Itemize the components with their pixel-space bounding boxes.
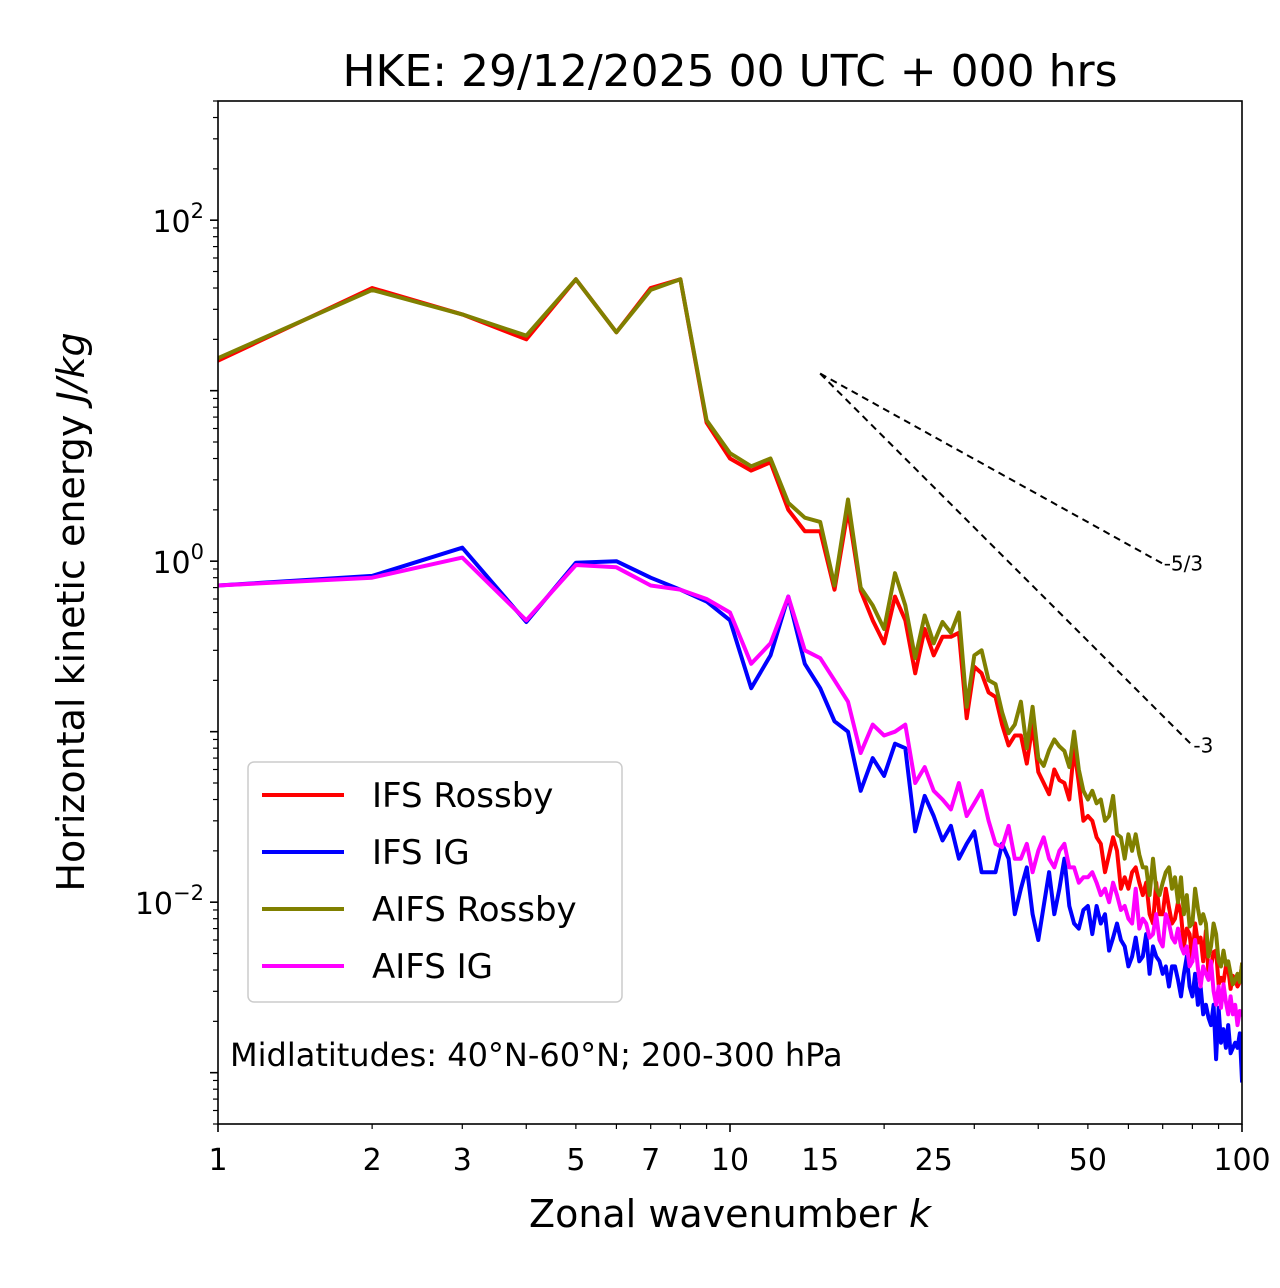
y-axis-label-unit: J/kg bbox=[49, 332, 93, 409]
legend-label: IFS Rossby bbox=[372, 776, 553, 816]
x-tick-label: 50 bbox=[1069, 1143, 1107, 1178]
y-tick-label: 10−2 bbox=[135, 881, 204, 922]
y-tick-label: 100 bbox=[152, 540, 204, 581]
plot-area: -5/3 -3 bbox=[218, 277, 1242, 1083]
legend: IFS Rossby IFS IG AIFS Rossby AIFS IG bbox=[247, 761, 623, 1003]
x-tick-label: 10 bbox=[711, 1143, 749, 1178]
reference-slopes: -5/3 -3 bbox=[819, 372, 1213, 757]
reference-slope-label: -5/3 bbox=[1164, 552, 1203, 576]
reference-slope-line bbox=[819, 372, 1164, 565]
series-line-aifs-rossby bbox=[218, 277, 1242, 987]
y-tick-label: 102 bbox=[152, 199, 204, 240]
legend-label: AIFS IG bbox=[372, 947, 493, 987]
legend-label: IFS IG bbox=[372, 833, 470, 873]
x-axis-label-text: Zonal wavenumber bbox=[529, 1192, 909, 1236]
y-axis-label-text: Horizontal kinetic energy bbox=[49, 403, 93, 892]
region-annotation: Midlatitudes: 40°N-60°N; 200-300 hPa bbox=[230, 1036, 843, 1074]
x-tick-label: 100 bbox=[1213, 1143, 1270, 1178]
x-tick-label: 5 bbox=[566, 1143, 585, 1178]
x-axis-label-var: k bbox=[909, 1192, 933, 1236]
reference-slope-label: -3 bbox=[1193, 733, 1213, 757]
x-tick-label: 15 bbox=[801, 1143, 839, 1178]
x-axis-ticks: 1 2 3 5 7 10 15 25 50 100 bbox=[208, 1124, 1271, 1178]
x-axis-label: Zonal wavenumber k bbox=[529, 1192, 933, 1236]
y-axis-ticks: 102 100 10−2 bbox=[135, 100, 218, 1125]
series-layer bbox=[218, 277, 1242, 1083]
x-tick-label: 25 bbox=[915, 1143, 953, 1178]
x-tick-label: 2 bbox=[363, 1143, 382, 1178]
x-tick-label: 3 bbox=[453, 1143, 472, 1178]
reference-slope-line bbox=[819, 372, 1194, 747]
legend-box bbox=[247, 761, 623, 1003]
chart-title: HKE: 29/12/2025 00 UTC + 000 hrs bbox=[342, 46, 1117, 97]
x-tick-label: 7 bbox=[641, 1143, 660, 1178]
series-line-aifs-ig bbox=[218, 555, 1242, 1028]
series-line-ifs-ig bbox=[218, 545, 1242, 1083]
x-tick-label: 1 bbox=[208, 1143, 227, 1178]
y-axis-label: Horizontal kinetic energy J/kg bbox=[49, 332, 93, 891]
legend-label: AIFS Rossby bbox=[372, 890, 577, 930]
